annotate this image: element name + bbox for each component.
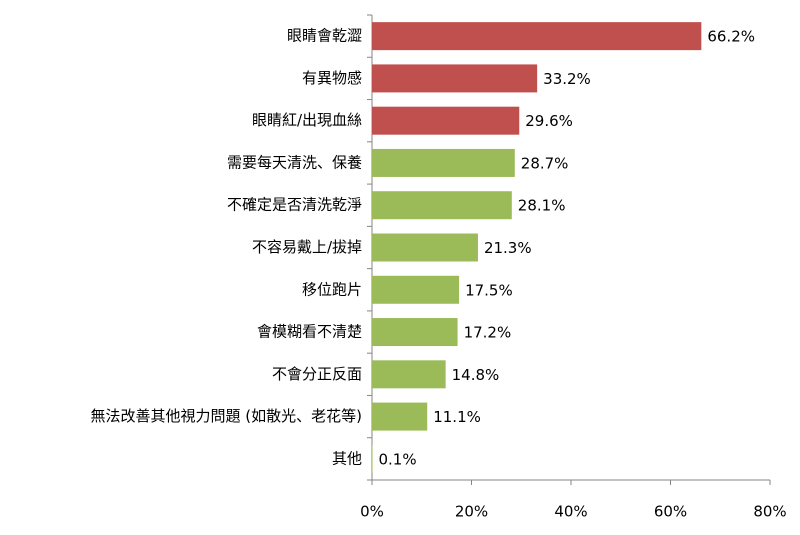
bar xyxy=(372,148,515,177)
bar xyxy=(372,360,446,389)
y-tick-label: 移位跑片 xyxy=(302,280,362,298)
bar xyxy=(372,275,460,304)
value-label: 28.7% xyxy=(521,154,569,172)
value-label: 11.1% xyxy=(433,408,481,426)
y-tick-label: 會模糊看不清楚 xyxy=(257,323,362,341)
value-label: 33.2% xyxy=(543,70,591,88)
bar xyxy=(372,64,538,93)
x-tick-label: 80% xyxy=(753,503,786,521)
value-label: 17.2% xyxy=(464,324,512,342)
y-tick-label: 眼睛會乾澀 xyxy=(287,27,362,45)
y-tick-label: 不會分正反面 xyxy=(272,365,362,383)
bar xyxy=(372,22,702,51)
y-tick-label: 眼睛紅/出現血絲 xyxy=(252,111,362,129)
y-tick-label: 其他 xyxy=(332,449,362,467)
y-tick-label: 無法改善其他視力問題 (如散光、老花等) xyxy=(91,407,362,425)
x-tick-label: 60% xyxy=(654,503,687,521)
value-label: 14.8% xyxy=(452,366,500,384)
bar xyxy=(372,191,512,220)
value-label: 17.5% xyxy=(465,281,513,299)
value-label: 66.2% xyxy=(707,28,755,46)
bar xyxy=(372,106,520,135)
x-tick-label: 20% xyxy=(455,503,488,521)
value-label: 0.1% xyxy=(378,450,416,468)
x-tick-label: 0% xyxy=(360,503,384,521)
bar xyxy=(372,233,478,262)
y-tick-label: 不確定是否清洗乾淨 xyxy=(227,196,362,214)
y-tick-label: 需要每天清洗、保養 xyxy=(227,153,362,171)
bar xyxy=(372,402,428,431)
y-tick-label: 不容易戴上/拔掉 xyxy=(252,238,362,256)
value-label: 29.6% xyxy=(525,112,573,130)
value-label: 28.1% xyxy=(518,197,566,215)
x-tick-label: 40% xyxy=(554,503,587,521)
bar xyxy=(372,318,458,347)
y-tick-label: 有異物感 xyxy=(302,69,362,87)
value-label: 21.3% xyxy=(484,239,532,257)
